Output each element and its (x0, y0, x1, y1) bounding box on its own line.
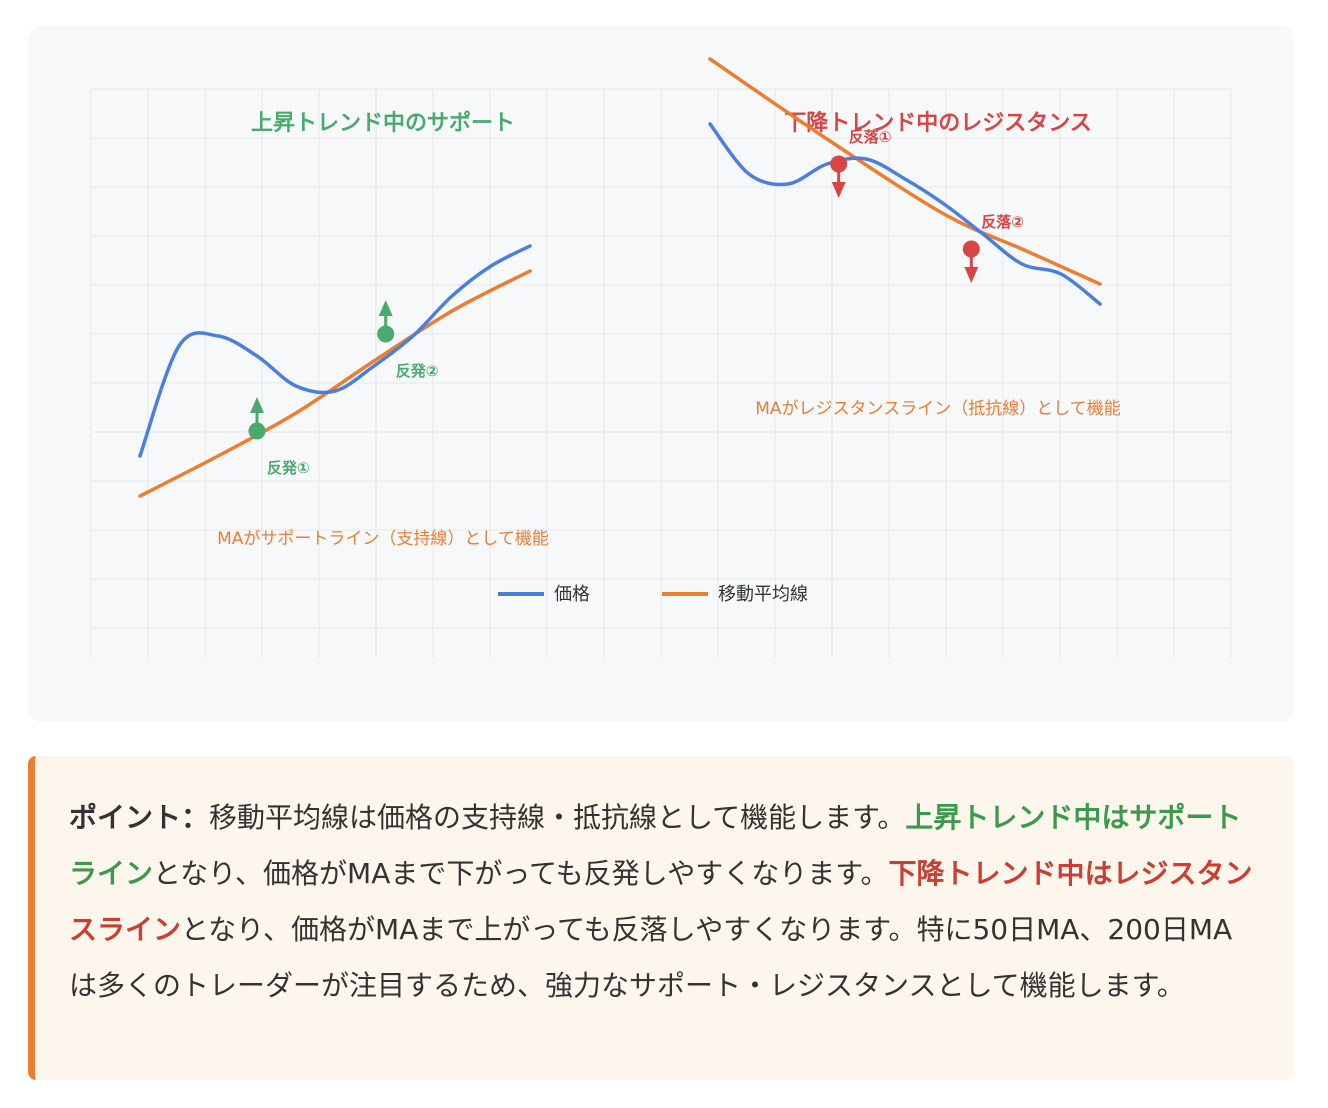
bounce-label: 反落① (849, 128, 892, 146)
bounce-label: 反落② (981, 213, 1024, 231)
point-note: ポイント：移動平均線は価格の支持線・抵抗線として機能します。上昇トレンド中はサポ… (28, 756, 1294, 1080)
panel-caption: MAがレジスタンスライン（抵抗線）として機能 (755, 399, 1120, 419)
moving-average-line (708, 57, 1102, 286)
bounce-label: 反発① (267, 459, 310, 477)
panel-caption: MAがサポートライン（支持線）として機能 (217, 529, 549, 549)
downtrend-resistance-highlight: 下降トレンド中はレジスタンスライン (69, 857, 1253, 946)
moving-average-line (138, 269, 532, 498)
bounce-point (962, 240, 980, 258)
bounce-point (248, 422, 266, 440)
point-note-text-3: となり、価格がMAまで上がっても反落しやすくなります。特に50日MA、200日M… (69, 913, 1233, 1002)
up-arrow-icon (378, 300, 393, 316)
bounce-point (377, 325, 395, 343)
point-note-text: ポイント：移動平均線は価格の支持線・抵抗線として機能します。上昇トレンド中はサポ… (69, 790, 1258, 1014)
point-note-text-2: となり、価格がMAまで下がっても反発しやすくなります。 (153, 857, 889, 890)
point-note-lead: ポイント： (69, 801, 210, 834)
bounce-point (830, 155, 848, 173)
legend-label: 価格 (554, 584, 590, 605)
panel-title: 上昇トレンド中のサポート (251, 110, 515, 136)
price-line (708, 122, 1102, 306)
chart-card: 上昇トレンド中のサポート反発① 反発② MAがサポートライン（支持線）として機能 下降… (28, 26, 1294, 722)
uptrend-support-highlight: 上昇トレンド中はサポートライン (69, 801, 1242, 890)
legend-label: 移動平均線 (718, 584, 808, 605)
point-note-text-1: 移動平均線は価格の支持線・抵抗線として機能します。 (209, 801, 906, 834)
down-arrow-icon (964, 267, 979, 283)
bounce-label: 反発② (396, 362, 439, 380)
down-arrow-icon (831, 182, 846, 198)
price-line (138, 244, 532, 458)
panel-title: 下降トレンド中のレジスタンス (784, 111, 1092, 136)
up-arrow-icon (250, 397, 264, 413)
